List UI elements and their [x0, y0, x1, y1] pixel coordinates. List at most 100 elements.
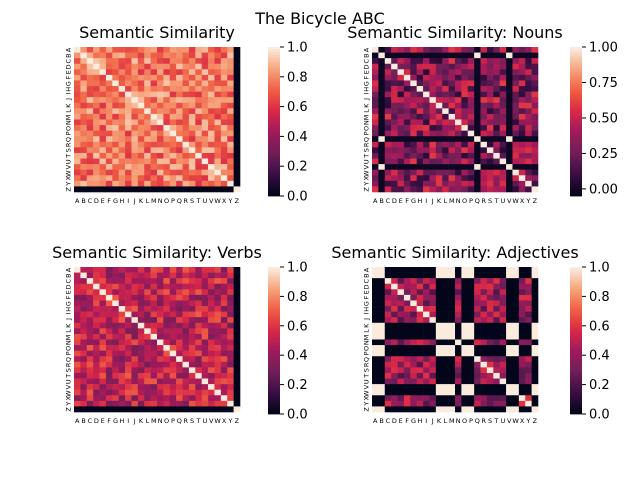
heatmap-cell [448, 322, 456, 329]
heatmap-cell [74, 130, 81, 137]
heatmap-cell [74, 345, 81, 351]
heatmap-cell [506, 345, 513, 351]
heatmap-cell [429, 69, 437, 76]
x-tick-label: B [379, 197, 383, 205]
y-tick-label: O [362, 126, 370, 131]
heatmap-cell [429, 130, 437, 137]
heatmap-cell [518, 180, 526, 187]
heatmap-cell [93, 175, 100, 182]
heatmap-cell [131, 372, 139, 379]
heatmap-cell [131, 180, 139, 187]
colorbar-segment [268, 360, 280, 363]
heatmap-cell [169, 113, 177, 120]
heatmap-cell [531, 130, 539, 137]
heatmap-cell [86, 164, 94, 170]
heatmap-cell [531, 289, 539, 296]
heatmap-cell [531, 86, 539, 92]
heatmap-cell [157, 91, 164, 98]
heatmap-cell [74, 152, 81, 159]
colorbar-segment [570, 141, 582, 145]
heatmap-cell [144, 339, 151, 346]
heatmap-cell [372, 267, 379, 273]
heatmap-cell [233, 136, 241, 143]
heatmap-cell [125, 180, 132, 187]
heatmap-cell [188, 169, 196, 176]
y-tick-label: V [64, 164, 72, 169]
y-tick-label: I [362, 92, 370, 94]
heatmap-cell [80, 345, 88, 351]
heatmap-cell [518, 63, 526, 70]
heatmap-cell [442, 294, 449, 301]
heatmap-cell [372, 136, 379, 143]
heatmap-cell [157, 186, 164, 193]
heatmap-cell [233, 267, 241, 273]
heatmap-cell [80, 141, 88, 148]
heatmap-cell [182, 384, 190, 390]
colorbar-tick-label: 0.25 [589, 147, 618, 162]
heatmap-cell [195, 350, 202, 357]
heatmap-cell [461, 372, 469, 379]
heatmap-cell [474, 130, 481, 137]
heatmap-cell [86, 69, 94, 76]
heatmap-cell [455, 289, 462, 296]
heatmap-cell [372, 361, 379, 368]
heatmap-cell [442, 180, 449, 187]
heatmap-cell [105, 52, 113, 59]
heatmap-cell [227, 141, 234, 148]
heatmap-cell [467, 333, 475, 340]
heatmap-cell [435, 400, 443, 407]
heatmap-cell [112, 300, 119, 307]
heatmap-cell [429, 328, 437, 335]
heatmap-cell [163, 125, 171, 131]
heatmap-cell [429, 361, 437, 368]
heatmap-cell [169, 384, 177, 390]
colorbar-segment [570, 109, 582, 112]
heatmap-cell [195, 306, 202, 312]
heatmap-cell [176, 339, 183, 346]
heatmap-cell [86, 97, 94, 104]
colorbar-segment [268, 296, 280, 300]
heatmap-cell [410, 384, 417, 390]
colorbar-segment [268, 171, 280, 175]
heatmap-cell [531, 136, 539, 143]
y-tick-label: X [64, 176, 72, 181]
heatmap-cell [74, 102, 81, 109]
heatmap-cell [99, 278, 107, 285]
heatmap-cell [208, 47, 215, 53]
heatmap-cell [144, 294, 151, 301]
heatmap-cell [99, 367, 107, 374]
heatmap-cell [169, 130, 177, 137]
heatmap-cell [518, 147, 526, 154]
heatmap-cell [125, 267, 132, 273]
heatmap-cell [474, 278, 481, 285]
heatmap-cell [144, 267, 151, 273]
heatmap-cell [99, 356, 107, 363]
colorbar-segment [268, 399, 280, 403]
heatmap-cell [455, 300, 462, 307]
heatmap-cell [531, 80, 539, 87]
heatmap-cell [125, 74, 132, 81]
heatmap-cell [416, 328, 424, 335]
heatmap-cell [220, 97, 228, 104]
heatmap-cell [423, 306, 430, 312]
heatmap-cell [227, 164, 234, 170]
heatmap-cell [208, 361, 215, 368]
colorbar-segment [570, 276, 582, 280]
heatmap-cell [499, 169, 507, 176]
heatmap-cell [506, 328, 513, 335]
heatmap-cell [410, 152, 417, 159]
colorbar-segment [268, 301, 280, 305]
heatmap-cell [397, 283, 405, 290]
heatmap-cell [480, 175, 488, 182]
heatmap-cell [163, 69, 171, 76]
heatmap-cell [416, 406, 424, 413]
heatmap-cell [169, 350, 177, 357]
heatmap-cell [182, 361, 190, 368]
heatmap-cell [118, 164, 126, 170]
colorbar-segment [268, 71, 280, 75]
heatmap-cell [163, 164, 171, 170]
heatmap-cell [499, 130, 507, 137]
heatmap-cell [423, 108, 430, 115]
colorbar-segment [570, 379, 582, 383]
heatmap-cell [80, 372, 88, 379]
